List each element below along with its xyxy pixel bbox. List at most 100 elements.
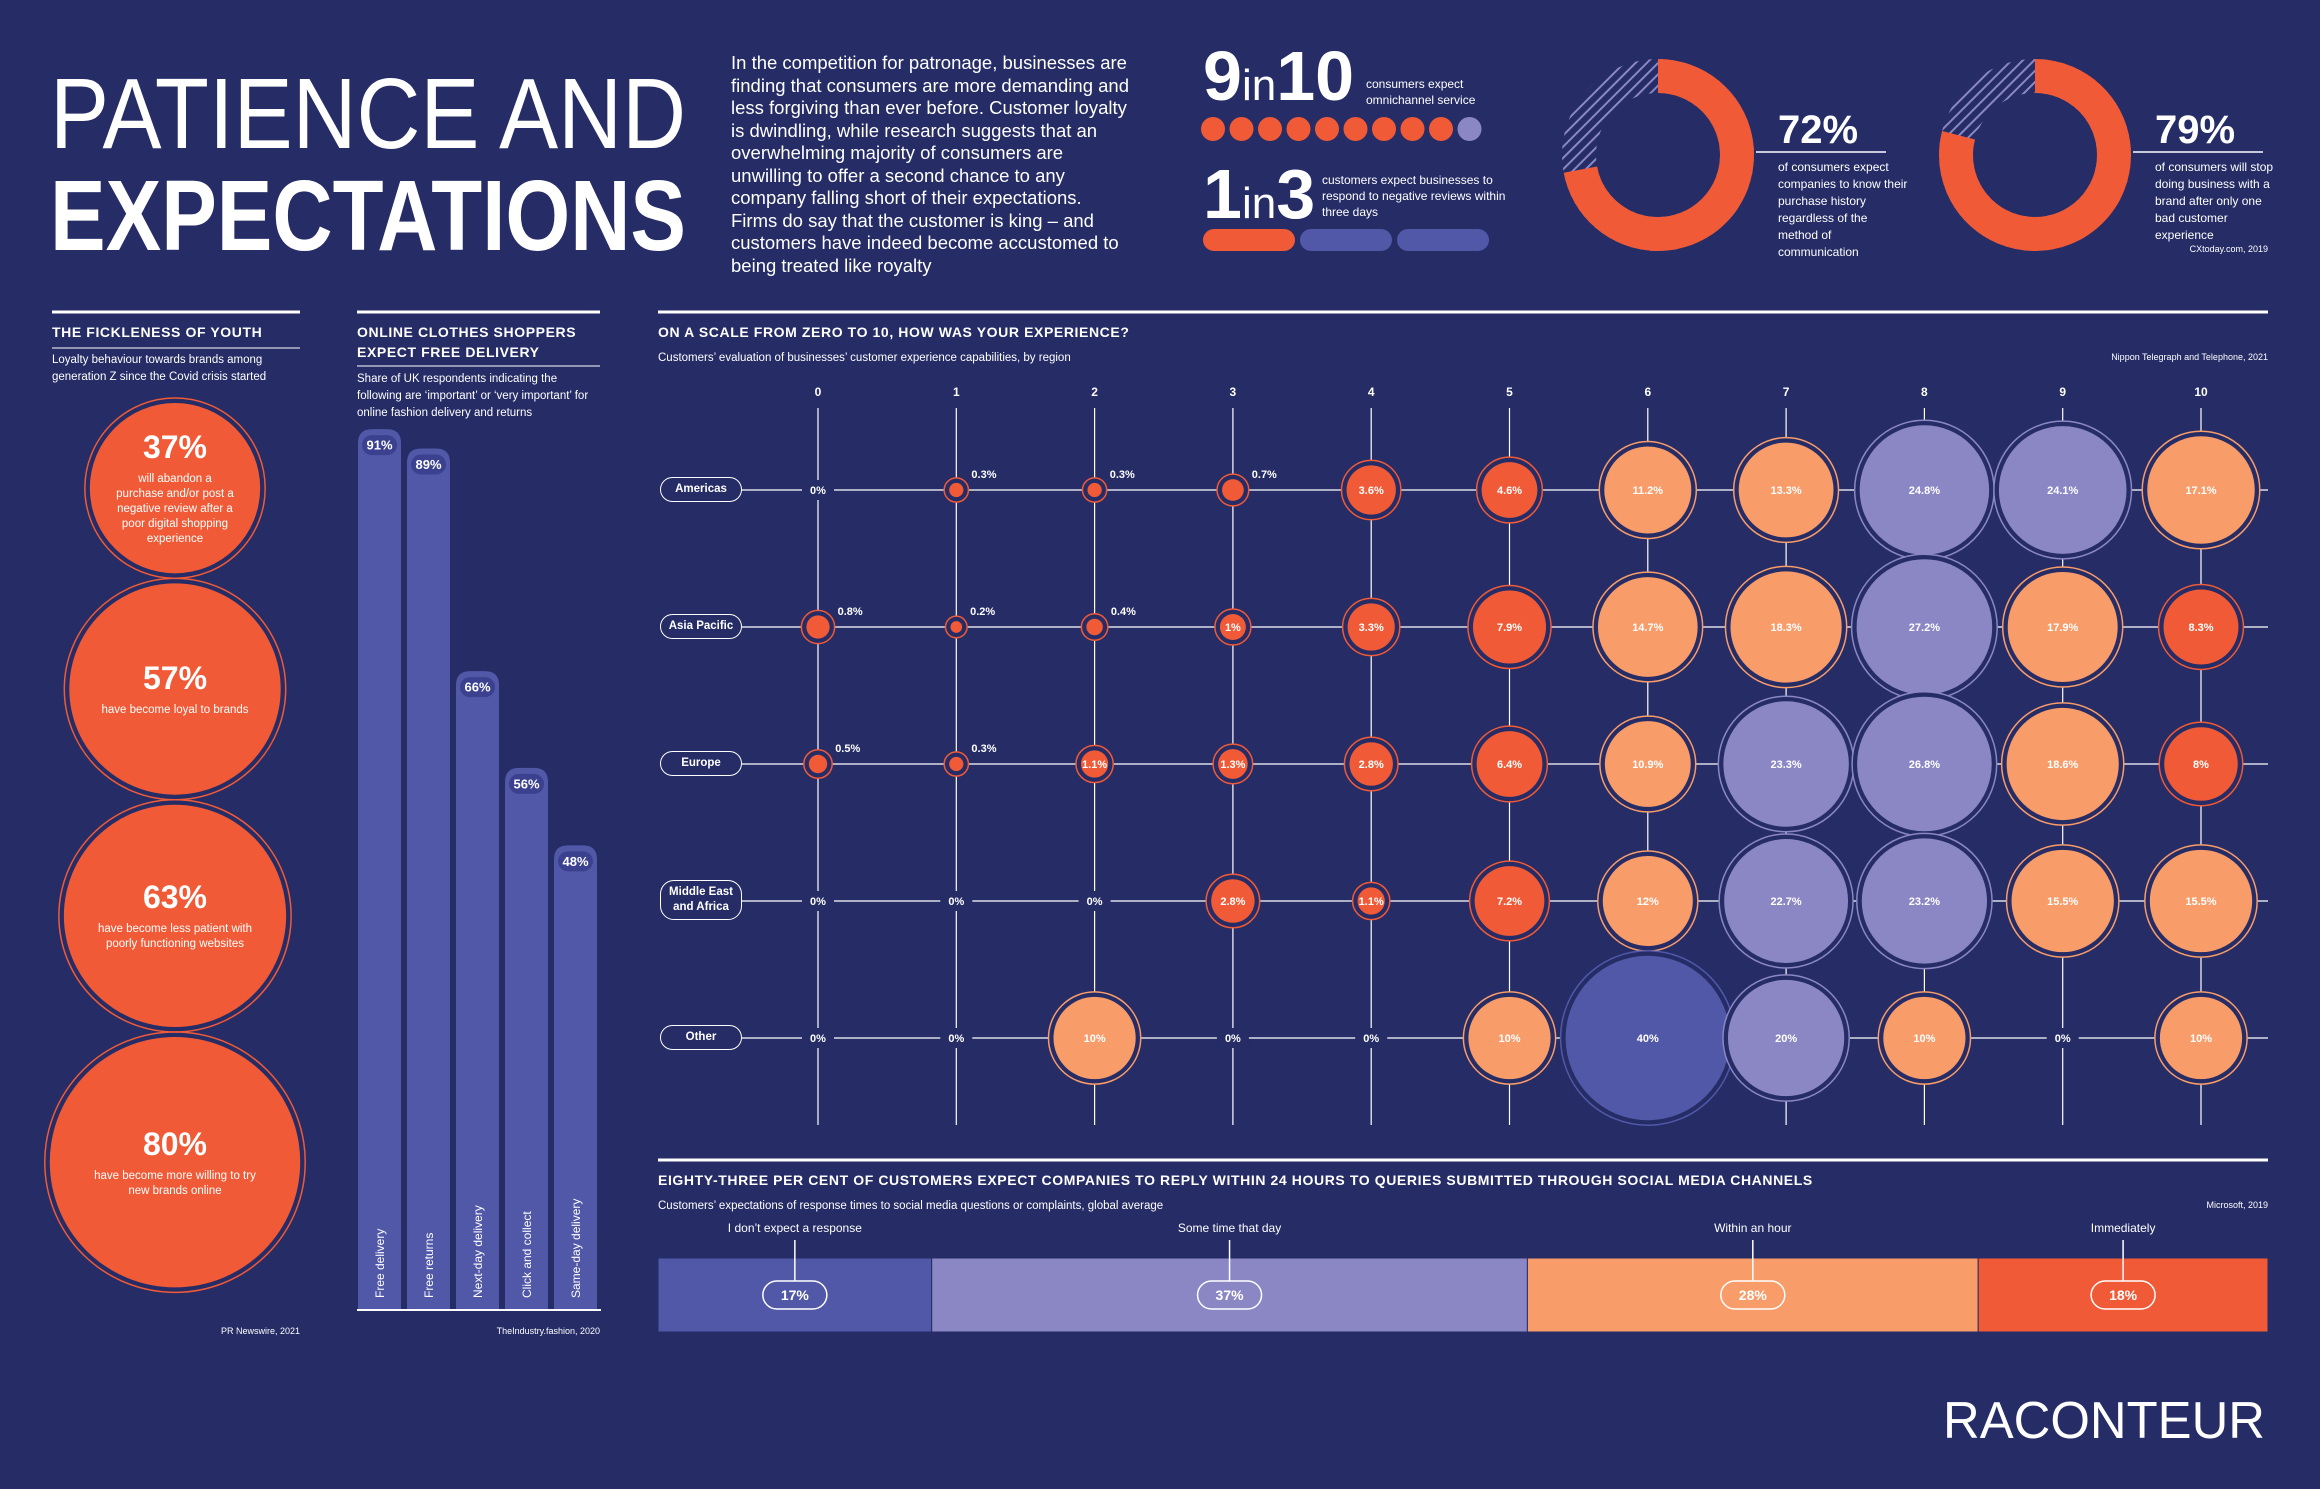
bubble	[89, 403, 261, 574]
x-tick-label: 5	[1506, 385, 1513, 399]
stat-pill	[1397, 229, 1489, 251]
x-tick-label: 2	[1091, 385, 1098, 399]
bubble	[1730, 571, 1842, 683]
section-title: ONLINE CLOTHES SHOPPERS EXPECT FREE DELI…	[357, 324, 577, 360]
value-label: 0.5%	[835, 743, 860, 755]
bubble	[1468, 996, 1551, 1080]
source: CXtoday.com, 2019	[2189, 244, 2268, 254]
bubble	[1883, 996, 1966, 1080]
value-label: 3.6%	[1359, 485, 1384, 497]
bubble	[1218, 749, 1248, 779]
value-label: 91%	[366, 438, 392, 453]
intro: In the competition for patronage, busine…	[731, 52, 1129, 276]
value-label: 0%	[810, 896, 826, 908]
value-label: 0.7%	[1252, 469, 1277, 481]
value-label: 14.7%	[1632, 622, 1663, 634]
category-label: Free delivery	[373, 1229, 387, 1298]
value-label: 10.9%	[1632, 759, 1663, 771]
value-label: 0%	[1363, 1033, 1379, 1045]
value-label: 1%	[1225, 622, 1241, 634]
bubble	[808, 754, 828, 774]
label-bg	[1355, 1028, 1388, 1048]
source: PR Newswire, 2021	[220, 1326, 300, 1336]
donut-arc	[1562, 59, 1754, 251]
donut-arc	[1939, 59, 2131, 251]
stat-dot	[1343, 117, 1368, 141]
bubble	[1861, 838, 1988, 964]
bubble-value: 57%	[142, 660, 208, 696]
value-label: 10%	[1084, 1033, 1106, 1045]
bubble	[2007, 571, 2118, 683]
stat-dot	[1201, 117, 1225, 141]
value-label: 26.8%	[1909, 759, 1940, 771]
donut-value: 79%	[2155, 108, 2235, 152]
value-pill	[362, 435, 397, 456]
bubble	[1723, 701, 1849, 827]
value-label: 24.8%	[1909, 485, 1940, 497]
value-label: 0.2%	[970, 606, 995, 618]
row-label: Asia Pacific	[660, 614, 742, 639]
bubble	[1597, 577, 1698, 677]
bubble	[949, 482, 964, 498]
value-label: 0%	[810, 485, 826, 497]
category-label: Free returns	[422, 1233, 436, 1298]
stat-figure: 1in3	[1203, 155, 1315, 233]
stat-pill	[1203, 229, 1295, 251]
value-label: 17.9%	[2047, 622, 2078, 634]
value-label: 66%	[464, 680, 490, 695]
value-label: 15.5%	[2047, 896, 2078, 908]
bubble-label: 63% have become less patient with poorly …	[95, 805, 255, 1027]
bar	[554, 845, 597, 1310]
bubble	[1219, 614, 1246, 640]
value-pill	[509, 773, 544, 794]
category-label: Click and collect	[520, 1211, 534, 1298]
row-label: Europe	[660, 751, 742, 776]
bubble	[1053, 996, 1136, 1080]
value-label: 37%	[1216, 1287, 1245, 1303]
value-label: 17%	[781, 1287, 810, 1303]
bubble	[1476, 731, 1543, 797]
bar	[407, 448, 450, 1311]
bar	[456, 671, 499, 1310]
value-label: 23.2%	[1909, 896, 1940, 908]
label-bg	[802, 891, 834, 911]
bubble-text: have become less patient with poorly fun…	[97, 923, 253, 951]
value-label: 4.6%	[1497, 485, 1522, 497]
section-subtitle: Customers’ expectations of response time…	[658, 1200, 1164, 1212]
bubble	[1472, 590, 1547, 664]
value-label: 0%	[1087, 896, 1103, 908]
bubble-value: 80%	[142, 1125, 207, 1162]
stat-text: customers expect businesses to respond t…	[1322, 173, 1506, 219]
bubble-label: 37% will abandon a purchase and/or post a…	[114, 403, 237, 573]
stat-numerator: 1	[1203, 155, 1242, 233]
bubble	[1211, 879, 1255, 923]
stat-dot	[1429, 117, 1453, 141]
bubble	[1856, 559, 1993, 695]
value-pill	[1720, 1280, 1786, 1310]
bubble	[950, 621, 963, 633]
category-label: Same-day delivery	[569, 1199, 583, 1298]
bubble	[1859, 425, 1990, 555]
bubble-text: have become more willing to try new bran…	[94, 1169, 256, 1197]
value-label: 10%	[1498, 1033, 1520, 1045]
section-subtitle: Loyalty behaviour towards brands among g…	[52, 354, 267, 383]
stat-numerator: 9	[1203, 37, 1242, 115]
bubble	[1602, 855, 1693, 947]
stat-joiner: in	[1242, 61, 1276, 110]
value-label: 0.3%	[1110, 469, 1135, 481]
bubble	[2011, 849, 2114, 953]
bubble	[1481, 462, 1538, 518]
value-label: 1.1%	[1359, 896, 1384, 908]
bar	[358, 429, 401, 1310]
value-label: 0%	[1225, 1033, 1241, 1045]
bubble	[2159, 996, 2243, 1080]
label-bg	[1216, 1028, 1249, 1048]
value-label: 0%	[948, 1033, 964, 1045]
value-pill	[762, 1280, 828, 1310]
value-pill	[1196, 1280, 1263, 1310]
bubble-label: 57% have become loyal to brands	[99, 583, 251, 794]
bubble	[1604, 721, 1691, 807]
bubble	[69, 583, 281, 795]
